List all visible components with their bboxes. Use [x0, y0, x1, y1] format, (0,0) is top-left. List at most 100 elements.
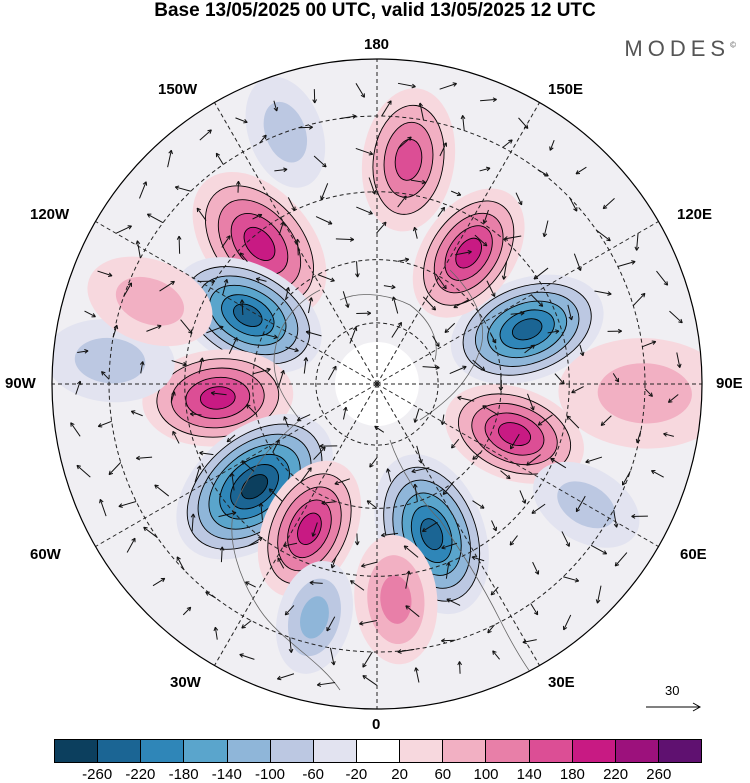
graticule	[52, 59, 702, 709]
colorbar-tick-label: 100	[473, 766, 499, 783]
wind-arrow	[542, 220, 549, 238]
wind-arrow	[321, 500, 337, 506]
wind-arrow	[320, 183, 329, 201]
wind-arrow	[537, 414, 553, 426]
wind-arrow	[259, 134, 267, 144]
coastlines	[231, 269, 561, 706]
wind-arrow	[530, 294, 544, 307]
colorbar-bin	[615, 740, 659, 762]
wind-arrow	[252, 367, 271, 375]
wind-arrow	[573, 253, 582, 271]
wind-arrow	[235, 180, 241, 193]
wind-arrow	[547, 329, 560, 334]
anomaly-contour	[241, 474, 269, 500]
wind-arrow	[199, 450, 214, 456]
wind-arrow	[317, 274, 335, 282]
wind-arrow	[509, 535, 518, 546]
wind-arrow	[413, 408, 420, 423]
wind-arrow	[510, 310, 525, 316]
brand-logo: MODES©	[624, 36, 736, 61]
wind-arrow	[143, 526, 158, 539]
anomaly-contour	[420, 518, 444, 551]
wind-arrow	[277, 557, 285, 569]
wind-arrow	[241, 620, 252, 629]
meridian-line	[376, 383, 540, 666]
wind-arrow	[350, 580, 365, 591]
wind-arrow	[246, 404, 257, 415]
wind-arrow	[621, 470, 631, 486]
wind-arrow	[210, 390, 227, 396]
wind-arrow	[491, 520, 498, 532]
wind-arrow	[397, 82, 416, 89]
wind-arrow	[126, 537, 136, 553]
wind-arrow	[376, 221, 387, 234]
wind-arrow	[327, 365, 337, 381]
wind-arrow	[70, 422, 81, 437]
wind-arrow	[644, 388, 653, 397]
wind-arrow	[567, 304, 574, 321]
negative-anomaly	[450, 274, 604, 385]
wind-arrow	[355, 147, 374, 156]
lon-label-30w: 30W	[170, 674, 201, 691]
wind-arrow	[228, 337, 238, 354]
lon-label-right: 90E	[716, 375, 743, 392]
wind-arrow	[295, 238, 301, 256]
wind-arrow	[235, 117, 248, 124]
anomaly-contour	[233, 303, 263, 327]
wind-arrow	[239, 653, 255, 660]
lon-label-left: 90W	[5, 375, 36, 392]
wind-arrow	[453, 299, 469, 309]
wind-arrow	[278, 221, 285, 236]
anomaly-contour	[115, 276, 185, 326]
wind-arrow	[196, 207, 207, 221]
wind-arrow	[554, 373, 565, 385]
colorbar-tick-label: 140	[516, 766, 542, 783]
wind-arrow	[285, 287, 291, 300]
wind-arrow	[176, 556, 185, 571]
wind-arrow	[355, 261, 360, 278]
anomaly-shading	[52, 76, 702, 674]
wind-arrow	[99, 498, 107, 517]
wind-arrow	[571, 386, 584, 394]
lon-label-60e: 60E	[680, 546, 707, 563]
colorbar-tick-label: -220	[125, 766, 156, 783]
wind-arrow	[563, 576, 580, 583]
wind-arrow	[471, 555, 485, 562]
wind-arrow	[585, 456, 603, 464]
wind-arrow	[258, 502, 264, 521]
wind-arrow	[412, 226, 418, 239]
meridian-line	[95, 221, 378, 385]
anomaly-contour	[455, 237, 483, 269]
wind-arrow	[213, 626, 219, 640]
colorbar-tick-label: -60	[302, 766, 325, 783]
wind-arrow	[77, 348, 89, 354]
wind-arrow	[515, 192, 523, 206]
wind-arrow	[118, 500, 137, 508]
latitude-circle	[315, 322, 439, 446]
wind-vectors	[70, 82, 683, 687]
colorbar-bin	[55, 740, 99, 762]
wind-arrow	[550, 457, 567, 469]
wind-arrow	[444, 322, 456, 334]
wind-arrow	[600, 415, 612, 426]
wind-arrow	[268, 488, 283, 502]
wind-arrow	[594, 290, 612, 296]
wind-arrow	[252, 213, 263, 220]
colorbar-bin	[141, 740, 185, 762]
wind-arrow	[490, 586, 499, 596]
wind-arrow	[487, 624, 495, 634]
wind-arrow	[218, 510, 237, 518]
wind-arrow	[313, 155, 327, 168]
wind-arrow	[170, 391, 176, 403]
colorbar-bin	[184, 740, 228, 762]
wind-arrow	[215, 152, 224, 165]
wind-arrow	[146, 324, 162, 332]
wind-arrow	[635, 430, 642, 444]
wind-arrow	[612, 373, 620, 383]
wind-arrow	[359, 620, 378, 626]
meridian-line	[95, 383, 378, 547]
negative-anomaly	[173, 257, 322, 374]
wind-arrow	[405, 570, 411, 589]
colorbar-tick-label: 260	[646, 766, 672, 783]
wind-arrow	[676, 352, 682, 368]
